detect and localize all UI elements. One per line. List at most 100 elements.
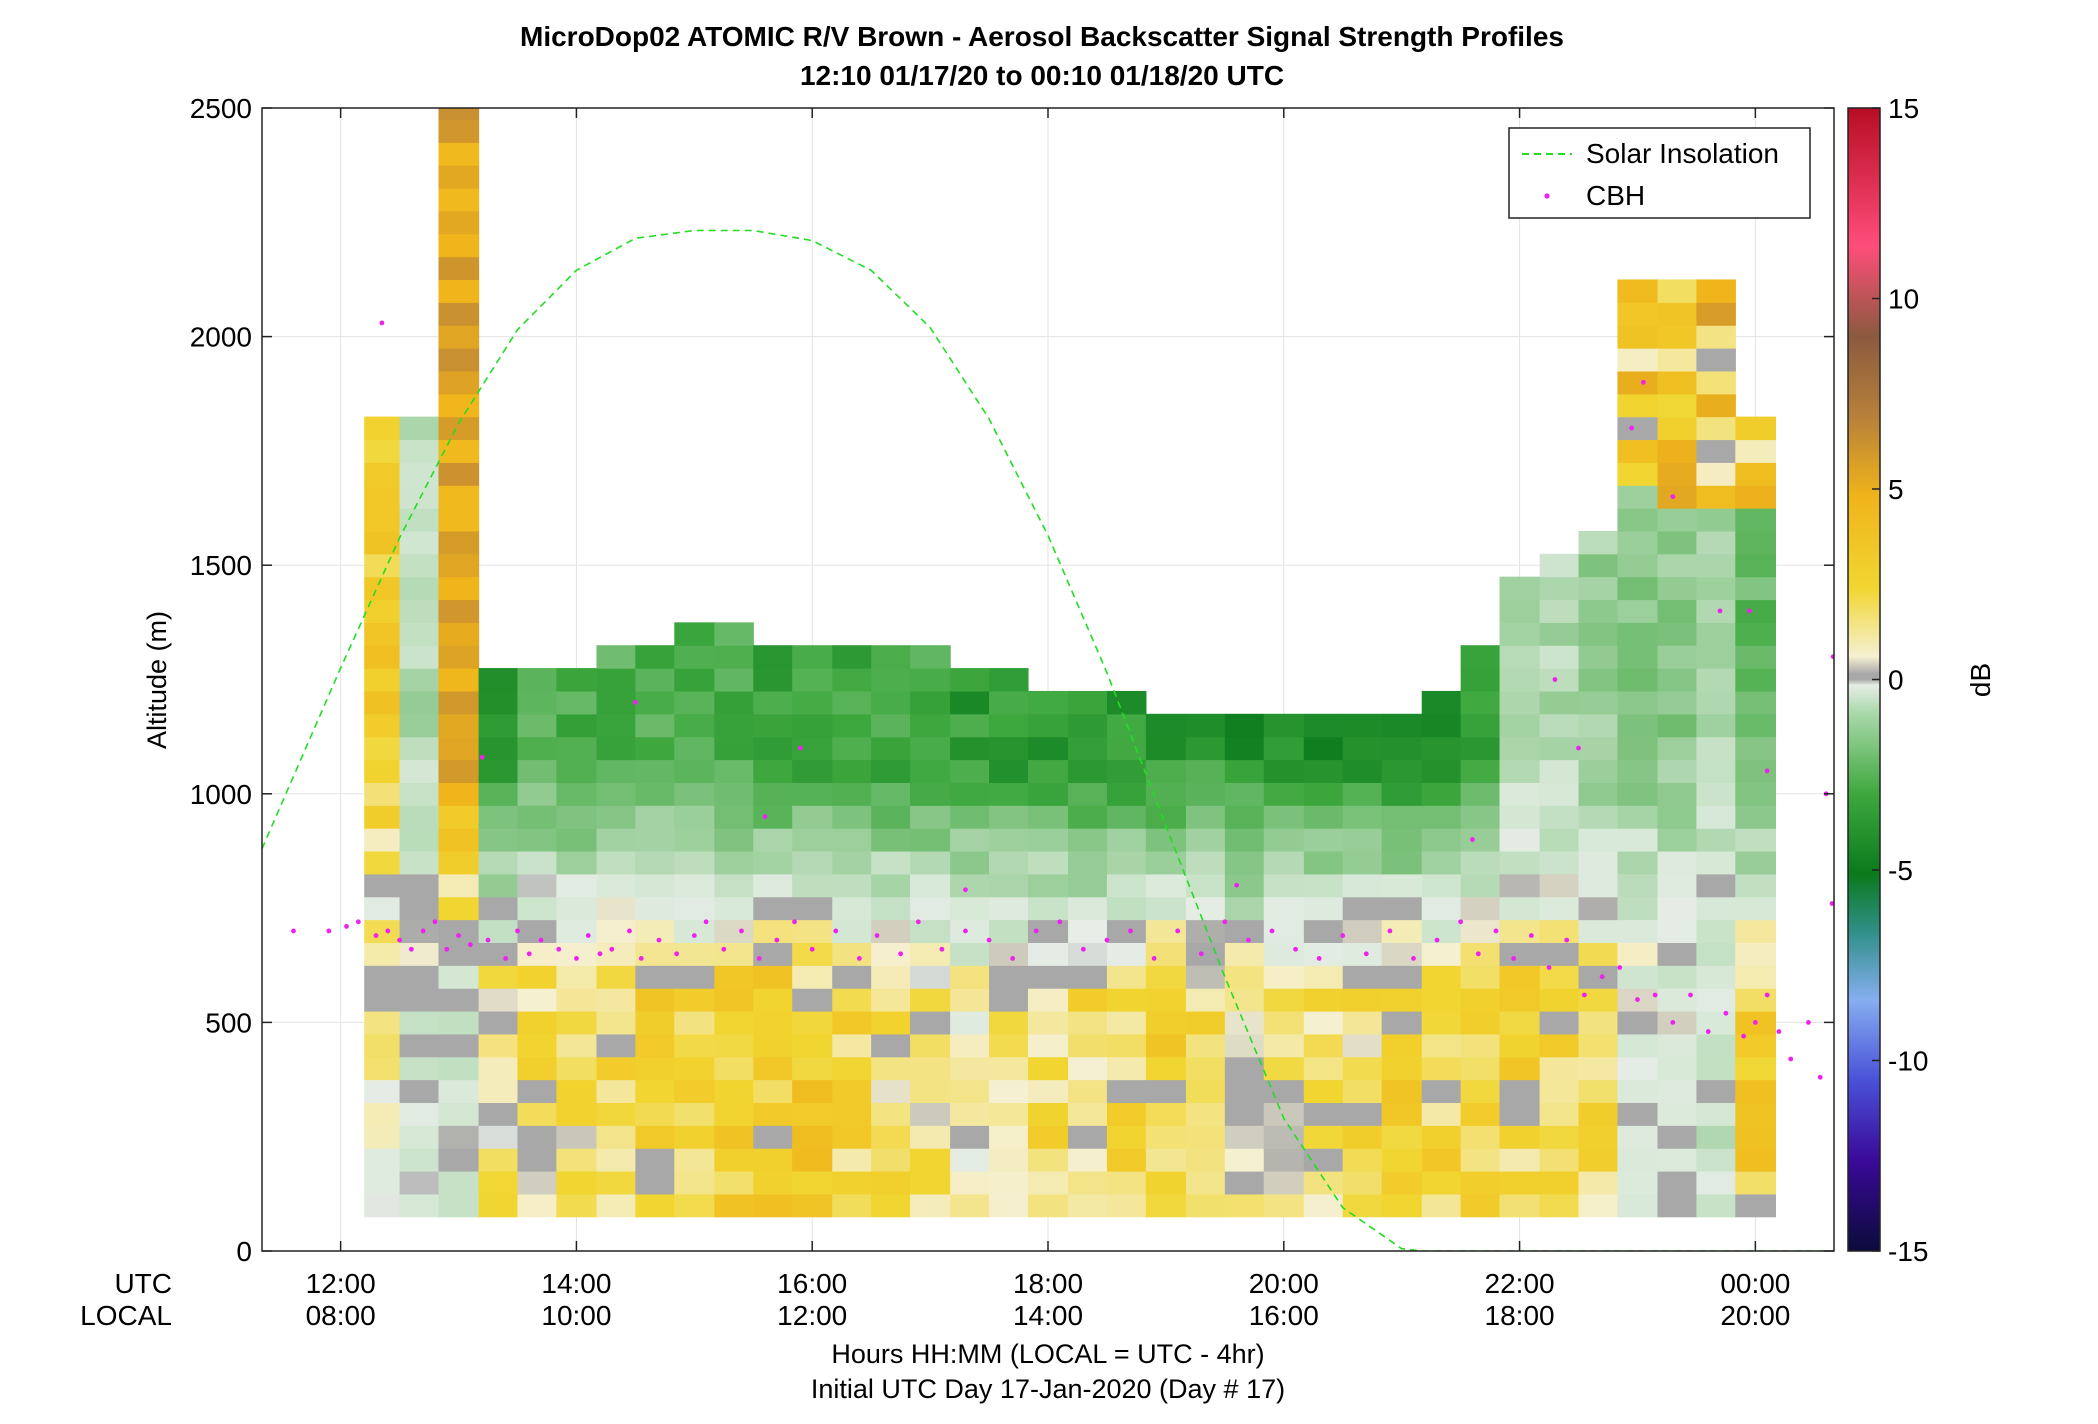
cbh-point [1175, 928, 1181, 934]
heatmap-cell [910, 942, 951, 966]
cbh-point [1764, 992, 1770, 998]
heatmap-cell [364, 1125, 401, 1149]
heatmap-cell [674, 965, 715, 989]
heatmap-cell [1421, 988, 1462, 1012]
heatmap-cell [364, 782, 401, 806]
heatmap-cell [989, 1148, 1029, 1172]
cbh-point [915, 919, 921, 925]
heatmap-cell [596, 759, 636, 783]
heatmap-cell [950, 668, 990, 692]
heatmap-cell [950, 850, 990, 875]
heatmap-cell [674, 1148, 715, 1172]
heatmap-cell [1735, 759, 1777, 783]
heatmap-cell [871, 873, 911, 898]
heatmap-cell [1145, 759, 1187, 783]
heatmap-cell [871, 988, 911, 1012]
heatmap-cell [1381, 1079, 1423, 1104]
heatmap-cell [635, 759, 675, 783]
heatmap-cell [1735, 576, 1777, 601]
heatmap-cell [1578, 988, 1619, 1012]
heatmap-cell [753, 1102, 793, 1126]
cbh-point [326, 928, 332, 934]
heatmap-cell [714, 988, 754, 1012]
heatmap-cell [753, 1033, 793, 1058]
heatmap-cell [871, 1033, 911, 1058]
heatmap-cell [1460, 1033, 1501, 1058]
cbh-point [963, 928, 968, 934]
heatmap-cell [1657, 850, 1698, 875]
heatmap-cell [1657, 302, 1698, 326]
colorbar-tick-label: -10 [1888, 1046, 1928, 1077]
cbh-point [1363, 951, 1369, 957]
x-tick-label-utc: 22:00 [1485, 1268, 1555, 1299]
heatmap-cell [1106, 805, 1147, 829]
heatmap-cell [478, 713, 519, 738]
heatmap-cell [792, 690, 833, 715]
heatmap-cell [1185, 1102, 1226, 1126]
heatmap-cell [1617, 668, 1659, 692]
cbh-point [609, 946, 615, 952]
heatmap-cell [1303, 942, 1344, 966]
heatmap-cell [438, 599, 480, 623]
heatmap-cell [989, 1033, 1029, 1058]
heatmap-cell [714, 736, 754, 761]
heatmap-cell [871, 1148, 911, 1172]
heatmap-cell [989, 1079, 1029, 1104]
heatmap-cell [478, 805, 519, 829]
cbh-point [1635, 997, 1640, 1002]
heatmap-cell [1539, 805, 1580, 829]
heatmap-cell [596, 919, 636, 943]
heatmap-cell [556, 782, 598, 806]
heatmap-cell [1068, 736, 1108, 761]
heatmap-cell [517, 873, 557, 898]
heatmap-cell [438, 108, 480, 121]
heatmap-cell [1460, 645, 1501, 669]
heatmap-cell [1145, 805, 1187, 829]
heatmap-cell [1421, 1193, 1462, 1218]
heatmap-cell [1735, 462, 1777, 486]
heatmap-cell [1696, 988, 1736, 1012]
heatmap-cell [1696, 599, 1736, 623]
heatmap-cell [832, 896, 872, 921]
cbh-point [638, 955, 644, 961]
heatmap-cell [1342, 828, 1383, 852]
heatmap-cell [1381, 782, 1423, 806]
heatmap-cell [832, 782, 872, 806]
heatmap-cell [674, 668, 715, 692]
heatmap-cell [950, 965, 990, 989]
heatmap-cell [364, 416, 401, 441]
heatmap-cell [478, 1148, 519, 1172]
heatmap-cell [1342, 1056, 1383, 1081]
heatmap-cell [1696, 942, 1736, 966]
heatmap-cell [478, 1056, 519, 1081]
heatmap-cell [1735, 485, 1777, 509]
heatmap-cell [753, 805, 793, 829]
heatmap-cell [1145, 1102, 1187, 1126]
heatmap-cell [989, 713, 1029, 738]
cbh-point [1670, 494, 1676, 500]
heatmap-cell [596, 828, 636, 852]
heatmap-cell [753, 896, 793, 921]
heatmap-cell [438, 988, 480, 1012]
heatmap-cell [1735, 416, 1777, 441]
heatmap-cell [1499, 622, 1541, 646]
heatmap-cell [1106, 782, 1147, 806]
heatmap-cell [1342, 850, 1383, 875]
heatmap-cell [1578, 599, 1619, 623]
heatmap-cell [399, 828, 440, 852]
heatmap-cell [792, 965, 833, 989]
heatmap-cell [556, 759, 598, 783]
x-tick-label-local: 20:00 [1720, 1300, 1790, 1331]
heatmap-cell [1068, 1056, 1108, 1081]
heatmap-cell [714, 782, 754, 806]
heatmap-cell [517, 805, 557, 829]
heatmap-cell [1657, 668, 1698, 692]
heatmap-cell [989, 668, 1029, 692]
heatmap-cell [1578, 645, 1619, 669]
heatmap-cell [438, 828, 480, 852]
heatmap-cell [364, 1056, 401, 1081]
heatmap-cell [517, 1033, 557, 1058]
heatmap-cell [1421, 805, 1462, 829]
heatmap-cell [871, 736, 911, 761]
heatmap-cell [674, 622, 715, 646]
